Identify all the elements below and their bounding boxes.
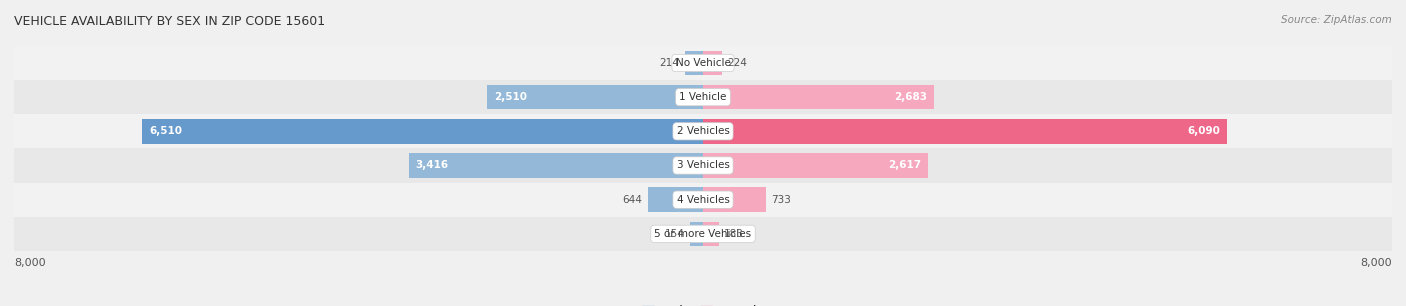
Text: 8,000: 8,000 (14, 258, 45, 268)
Text: VEHICLE AVAILABILITY BY SEX IN ZIP CODE 15601: VEHICLE AVAILABILITY BY SEX IN ZIP CODE … (14, 15, 325, 28)
Bar (14, 148, 1392, 183)
Bar (14, 46, 1392, 80)
Bar (14, 114, 1392, 148)
Bar (703, 119, 1227, 144)
Bar (685, 51, 703, 75)
Text: 2,617: 2,617 (889, 160, 921, 170)
Text: 2 Vehicles: 2 Vehicles (676, 126, 730, 136)
Bar (648, 187, 703, 212)
Bar (690, 222, 703, 246)
Text: 214: 214 (659, 58, 679, 68)
Bar (703, 85, 934, 110)
Text: 2,510: 2,510 (494, 92, 527, 102)
Text: 6,090: 6,090 (1188, 126, 1220, 136)
Bar (142, 119, 703, 144)
Text: 5 or more Vehicles: 5 or more Vehicles (654, 229, 752, 239)
Text: 154: 154 (665, 229, 685, 239)
Text: 644: 644 (623, 195, 643, 205)
Text: 733: 733 (772, 195, 792, 205)
Text: Source: ZipAtlas.com: Source: ZipAtlas.com (1281, 15, 1392, 25)
Text: 3 Vehicles: 3 Vehicles (676, 160, 730, 170)
Legend: Male, Female: Male, Female (637, 300, 769, 306)
Bar (14, 80, 1392, 114)
Text: 1 Vehicle: 1 Vehicle (679, 92, 727, 102)
Text: 224: 224 (727, 58, 748, 68)
Bar (486, 85, 703, 110)
Bar (703, 51, 723, 75)
Text: 3,416: 3,416 (416, 160, 449, 170)
Text: No Vehicle: No Vehicle (675, 58, 731, 68)
Text: 4 Vehicles: 4 Vehicles (676, 195, 730, 205)
Text: 2,683: 2,683 (894, 92, 927, 102)
Bar (703, 222, 718, 246)
Bar (703, 153, 928, 178)
Bar (703, 187, 766, 212)
Text: 8,000: 8,000 (1361, 258, 1392, 268)
Bar (14, 217, 1392, 251)
Bar (409, 153, 703, 178)
Bar (14, 183, 1392, 217)
Text: 183: 183 (724, 229, 744, 239)
Text: 6,510: 6,510 (149, 126, 183, 136)
